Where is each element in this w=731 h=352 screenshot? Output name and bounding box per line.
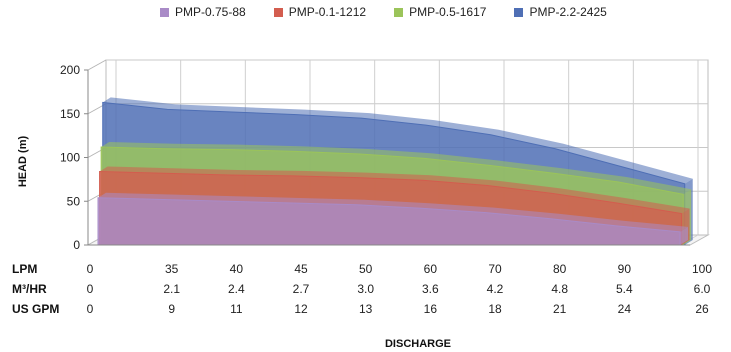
legend-swatch (160, 7, 169, 17)
x-tick-label: 35 (165, 262, 179, 276)
legend-label: PMP-0.75-88 (175, 5, 246, 19)
x-row-label: M³/HR (12, 282, 47, 296)
x-tick-label: 4.2 (487, 282, 504, 296)
x-tick-label: 2.4 (228, 282, 245, 296)
series-side-face (680, 226, 688, 245)
legend-item: PMP-0.75-88 (160, 5, 246, 19)
x-tick-label: 2.7 (293, 282, 310, 296)
x-tick-label: 18 (488, 302, 502, 316)
x-tick-label: 24 (618, 302, 632, 316)
series-top-face (99, 166, 690, 214)
x-tick-label: 100 (692, 262, 712, 276)
legend-swatch (514, 7, 524, 17)
legend-swatch (273, 7, 283, 17)
legend-item: PMP-0.1-1212 (273, 5, 367, 19)
legend-swatch (394, 7, 404, 17)
x-tick-label: 90 (618, 262, 632, 276)
x-tick-label: 5.4 (616, 282, 633, 296)
series-top-face (101, 142, 692, 195)
x-tick-label: 80 (553, 262, 567, 276)
x-tick-label: 3.6 (422, 282, 439, 296)
y-tick-label: 150 (60, 107, 80, 121)
x-tick-label: 4.8 (551, 282, 568, 296)
x-tick-label: 16 (424, 302, 438, 316)
x-tick-label: 0 (87, 282, 94, 296)
x-tick-label: 13 (359, 302, 373, 316)
x-row-label: LPM (12, 262, 37, 276)
x-tick-label: 40 (230, 262, 244, 276)
series-areas (97, 97, 693, 246)
x-tick-label: 11 (230, 302, 243, 316)
x-tick-label: 21 (553, 302, 567, 316)
axes: 0 50 100 150 200 (60, 63, 690, 252)
x-row-label: US GPM (12, 302, 59, 316)
x-tick-label: 45 (294, 262, 308, 276)
x-tick-label: 6.0 (694, 282, 711, 296)
legend-item: PMP-0.5-1617 (394, 5, 486, 19)
x-tick-label: 3.0 (357, 282, 374, 296)
y-tick-label: 0 (73, 238, 80, 252)
x-tick-label: 12 (294, 302, 308, 316)
y-tick-label: 200 (60, 63, 80, 77)
y-axis-title: HEAD (m) (17, 136, 29, 188)
x-tick-label: 60 (424, 262, 438, 276)
y-tick-label: 50 (67, 194, 81, 208)
x-tick-label: 0 (87, 302, 94, 316)
gridline-side (87, 59, 107, 71)
legend-label: PMP-0.5-1617 (409, 5, 487, 19)
x-tick-label: 2.1 (163, 282, 180, 296)
x-axis-title: DISCHARGE (385, 338, 451, 350)
legend-item: PMP-2.2-2425 (514, 5, 607, 19)
legend-label: PMP-2.2-2425 (529, 5, 607, 19)
x-tick-label: 50 (359, 262, 373, 276)
x-tick-label: 0 (87, 262, 94, 276)
series-top-face (102, 97, 693, 184)
chart-legend: PMP-0.75-88 PMP-0.1-1212 PMP-0.5-1617 PM… (160, 5, 607, 19)
y-tick-label: 100 (60, 151, 80, 165)
x-tick-label: 70 (488, 262, 502, 276)
legend-label: PMP-0.1-1212 (288, 5, 367, 19)
series-top-face (98, 192, 688, 232)
x-tick-label: 9 (168, 302, 175, 316)
x-tick-label: 26 (695, 302, 709, 316)
